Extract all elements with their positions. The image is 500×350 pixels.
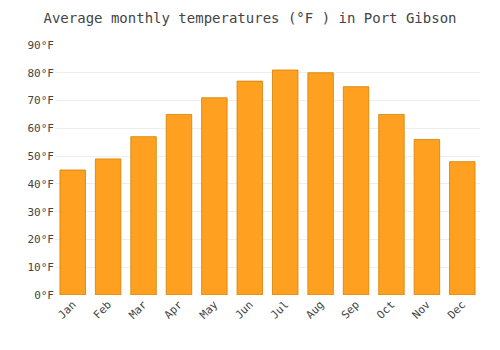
- svg-text:Dec: Dec: [445, 298, 468, 321]
- svg-text:Average monthly temperatures (: Average monthly temperatures (°F ) in Po…: [43, 10, 456, 26]
- svg-text:Oct: Oct: [374, 298, 397, 321]
- svg-text:40°F: 40°F: [28, 178, 55, 191]
- svg-text:Nov: Nov: [410, 298, 434, 322]
- svg-text:Mar: Mar: [126, 298, 150, 322]
- svg-text:0°F: 0°F: [34, 289, 54, 302]
- svg-text:10°F: 10°F: [28, 261, 55, 274]
- svg-text:Jun: Jun: [233, 298, 256, 321]
- svg-text:Feb: Feb: [91, 298, 114, 321]
- svg-text:Aug: Aug: [303, 298, 326, 321]
- svg-text:Jan: Jan: [55, 298, 78, 321]
- svg-text:50°F: 50°F: [28, 150, 55, 163]
- svg-text:May: May: [197, 298, 221, 322]
- svg-text:Jul: Jul: [268, 298, 291, 321]
- svg-text:30°F: 30°F: [28, 206, 55, 219]
- svg-text:70°F: 70°F: [28, 94, 55, 107]
- svg-text:80°F: 80°F: [28, 67, 55, 80]
- svg-text:Apr: Apr: [162, 298, 186, 322]
- svg-text:Sep: Sep: [339, 298, 362, 321]
- svg-text:20°F: 20°F: [28, 233, 55, 246]
- svg-text:60°F: 60°F: [28, 122, 55, 135]
- svg-text:90°F: 90°F: [28, 39, 55, 52]
